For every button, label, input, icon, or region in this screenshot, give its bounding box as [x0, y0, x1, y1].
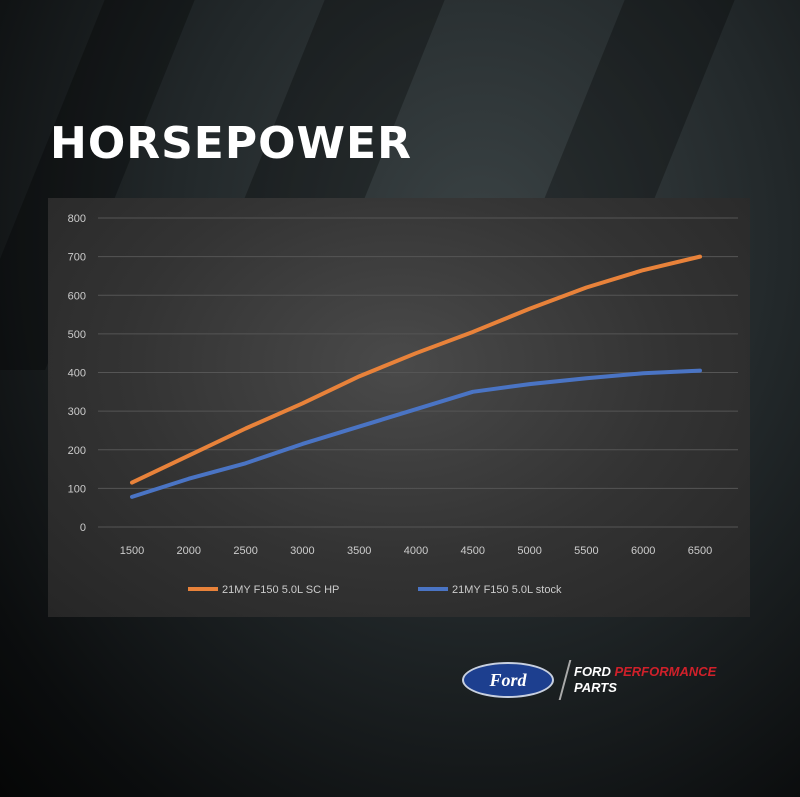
logo-brand-line1: FORD PERFORMANCE	[574, 664, 716, 679]
logo-divider	[558, 660, 572, 700]
logo-brand-parts: PARTS	[574, 680, 617, 695]
y-tick-label: 0	[80, 522, 86, 534]
x-tick-label: 2000	[177, 545, 201, 557]
y-tick-label: 800	[68, 213, 86, 225]
y-tick-label: 100	[68, 483, 86, 495]
series-line-1	[130, 368, 702, 499]
x-tick-label: 4000	[404, 545, 428, 557]
logo-brand-ford: FORD	[574, 664, 615, 679]
x-tick-label: 4500	[461, 545, 485, 557]
x-tick-label: 3500	[347, 545, 371, 557]
y-tick-label: 400	[68, 368, 86, 380]
x-tick-label: 5500	[574, 545, 598, 557]
page-title: HORSEPOWER	[50, 118, 412, 169]
horsepower-chart: 0 100 200 300 400 500 600 700 800 1500 2000 2500 300…	[68, 213, 738, 596]
y-tick-label: 200	[68, 445, 86, 457]
chart-panel: 0 100 200 300 400 500 600 700 800 1500 2000 2500 300…	[48, 198, 750, 617]
x-tick-label: 6000	[631, 545, 655, 557]
x-tick-label: 3000	[290, 545, 314, 557]
y-tick-label: 500	[68, 329, 86, 341]
legend-label-0: 21MY F150 5.0L SC HP	[222, 584, 339, 596]
ford-performance-logo: Ford FORD PERFORMANCE PARTS	[462, 660, 762, 700]
y-tick-label: 300	[68, 406, 86, 418]
x-tick-label: 1500	[120, 545, 144, 557]
series-line-0	[130, 254, 702, 485]
x-tick-label: 5000	[517, 545, 541, 557]
x-tick-label: 2500	[233, 545, 257, 557]
y-tick-label: 700	[68, 252, 86, 264]
x-tick-label: 6500	[688, 545, 712, 557]
ford-oval-logo: Ford	[462, 662, 554, 698]
y-tick-label: 600	[68, 290, 86, 302]
logo-brand-performance: PERFORMANCE	[614, 664, 717, 679]
legend-label-1: 21MY F150 5.0L stock	[452, 584, 562, 596]
